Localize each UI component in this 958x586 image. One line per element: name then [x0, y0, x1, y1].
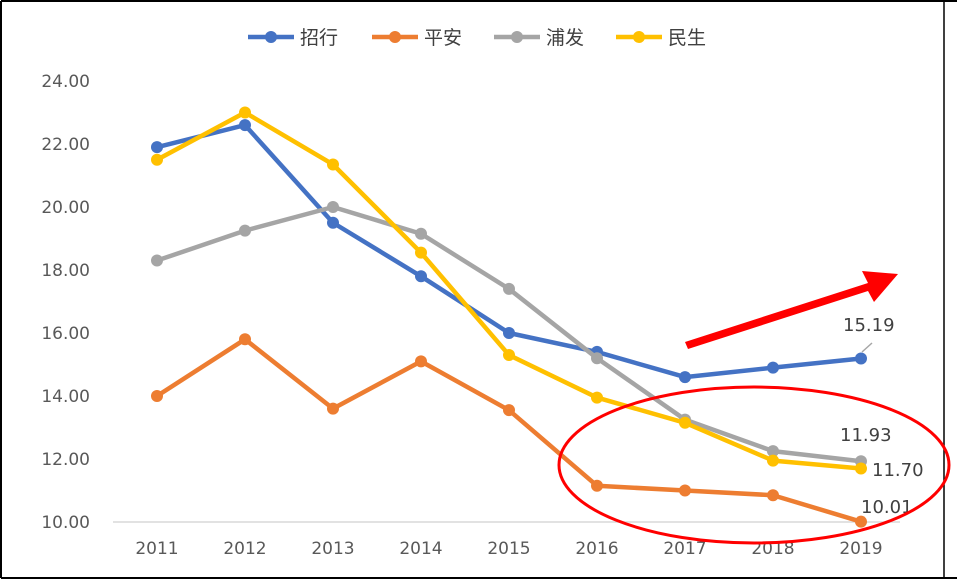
data-point [239, 119, 251, 132]
data-point [503, 349, 515, 362]
data-point [679, 484, 691, 497]
data-point [415, 246, 427, 259]
x-tick-label: 2016 [575, 539, 618, 559]
series-line [154, 122, 864, 380]
series-line [154, 337, 864, 524]
legend-swatch-marker [389, 31, 401, 43]
legend-label: 平安 [424, 27, 462, 49]
data-point [679, 371, 691, 384]
data-label-leader [861, 342, 873, 353]
y-tick-label: 14.00 [41, 387, 90, 407]
y-tick-label: 16.00 [41, 324, 90, 344]
data-point [239, 224, 251, 237]
data-point [503, 282, 515, 295]
y-tick-label: 10.00 [41, 513, 90, 533]
legend-label: 浦发 [546, 27, 584, 49]
data-point [151, 153, 163, 166]
data-point [151, 254, 163, 267]
data-label: 10.01 [861, 497, 913, 518]
data-point [591, 391, 603, 404]
data-label: 11.70 [872, 460, 924, 481]
data-point [239, 333, 251, 346]
data-point [415, 227, 427, 240]
data-point [855, 462, 867, 475]
data-point [239, 106, 251, 119]
y-tick-label: 20.00 [41, 198, 90, 218]
data-point [767, 445, 779, 458]
data-point [327, 158, 339, 171]
x-tick-label: 2013 [311, 539, 354, 559]
data-point [591, 352, 603, 365]
data-point [767, 454, 779, 467]
data-point [415, 270, 427, 283]
data-point [767, 489, 779, 502]
data-point [415, 355, 427, 368]
legend-label: 民生 [668, 27, 706, 49]
data-label: 11.93 [840, 425, 892, 446]
y-tick-label: 12.00 [41, 450, 90, 470]
y-tick-label: 18.00 [41, 261, 90, 281]
x-tick-label: 2015 [487, 539, 530, 559]
legend-swatch-marker [511, 31, 523, 43]
data-point [679, 416, 691, 429]
x-tick-label: 2012 [223, 539, 266, 559]
data-point [591, 479, 603, 492]
data-label: 15.19 [843, 315, 895, 336]
data-point [151, 141, 163, 154]
x-tick-label: 2011 [135, 539, 178, 559]
x-tick-label: 2019 [839, 539, 882, 559]
data-point [327, 201, 339, 213]
x-tick-label: 2014 [399, 539, 442, 559]
legend-swatch-marker [265, 31, 277, 43]
data-point [855, 352, 867, 365]
legend-label: 招行 [300, 27, 338, 49]
y-tick-label: 22.00 [41, 135, 90, 155]
data-point [327, 216, 339, 229]
legend-swatch-marker [633, 31, 645, 43]
data-point [767, 361, 779, 374]
x-tick-label: 2017 [663, 539, 706, 559]
data-point [855, 515, 867, 528]
data-point [503, 327, 515, 339]
data-point [151, 390, 163, 402]
y-tick-label: 24.00 [41, 72, 90, 92]
trend-arrow [685, 271, 898, 349]
highlight-ellipse [557, 385, 951, 545]
data-point [503, 404, 515, 417]
data-point [327, 402, 339, 415]
